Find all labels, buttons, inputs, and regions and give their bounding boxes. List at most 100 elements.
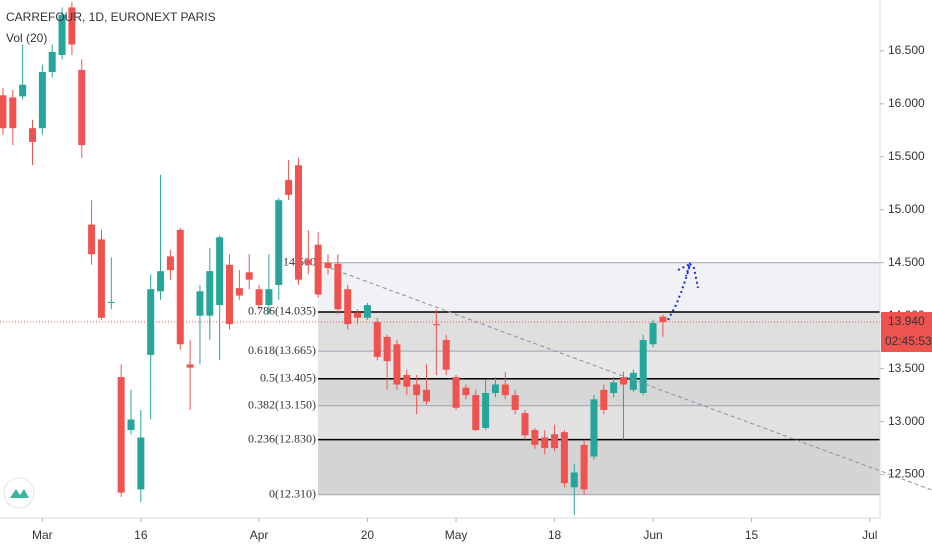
x-tick-label: May — [445, 528, 468, 542]
candle-body — [324, 262, 332, 269]
candle-body — [226, 264, 234, 325]
y-tick-label: 15.500 — [888, 149, 925, 163]
fib-band — [318, 378, 880, 406]
candle-body — [560, 432, 568, 484]
candle-body — [265, 289, 273, 306]
candle-body — [403, 374, 411, 387]
candle-body — [186, 364, 194, 368]
fib-label: 0.382(13.150) — [248, 397, 316, 411]
candle-body — [344, 289, 352, 325]
fib-band — [318, 439, 880, 495]
candle-body — [442, 340, 450, 370]
candle-body — [413, 384, 421, 396]
x-tick-label: Mar — [32, 528, 53, 542]
candle-body — [610, 382, 618, 394]
last-price-box — [881, 312, 932, 333]
projection-arrow — [667, 262, 699, 321]
candle-body — [649, 323, 657, 345]
arrow-head — [677, 262, 692, 277]
candle-body — [334, 263, 342, 310]
countdown-box — [881, 332, 932, 353]
chart-title: CARREFOUR, 1D, EURONEXT PARIS — [6, 10, 216, 24]
candle-body — [255, 289, 263, 306]
last-price-label: 13.940 — [888, 314, 925, 328]
x-tick-label: 15 — [745, 528, 759, 542]
candle-body — [275, 200, 283, 285]
candle-body — [9, 97, 17, 129]
candle-body — [166, 256, 174, 271]
y-tick-label: 14.500 — [888, 255, 925, 269]
candle-body — [176, 229, 184, 345]
candle-body — [216, 237, 224, 306]
candle-body — [501, 384, 509, 396]
y-tick-label: 13.000 — [888, 414, 925, 428]
candle-body — [294, 165, 302, 280]
candle-body — [659, 316, 667, 323]
candle-body — [78, 69, 86, 146]
x-tick-label: 20 — [361, 528, 375, 542]
fib-zone: 14.5000.786(14.035)0.618(13.665)0.5(13.4… — [248, 254, 880, 500]
candle-body — [511, 395, 519, 410]
fib-label: 0.236(12.830) — [248, 431, 316, 445]
candle-body — [363, 305, 371, 318]
candle-body — [629, 372, 637, 390]
candle-body — [137, 437, 145, 490]
countdown-label: 02:45:53 — [885, 334, 932, 348]
x-tick-label: Jun — [643, 528, 662, 542]
trend-line — [329, 267, 932, 491]
fib-label: 0.5(13.405) — [260, 370, 316, 384]
y-tick-label: 16.000 — [888, 96, 925, 110]
y-tick-label: 13.500 — [888, 361, 925, 375]
fib-label: 0.618(13.665) — [248, 343, 316, 357]
candle-body — [541, 437, 549, 449]
candle-body — [19, 84, 27, 97]
candle-body — [107, 301, 115, 303]
candle-body — [235, 288, 243, 296]
candle-body — [491, 384, 499, 394]
candle-body — [245, 272, 253, 280]
candle-body — [196, 291, 204, 316]
fib-band — [318, 351, 880, 379]
x-tick-label: 18 — [548, 528, 562, 542]
y-tick-label: 16.500 — [888, 43, 925, 57]
candle-body — [97, 239, 105, 318]
fib-band — [318, 405, 880, 440]
x-tick-label: Jul — [862, 528, 877, 542]
candle-body — [423, 389, 431, 402]
candle-body — [117, 377, 125, 493]
candle-body — [206, 271, 214, 316]
candle-body — [482, 393, 490, 428]
x-tick-label: 16 — [134, 528, 148, 542]
candle-body — [590, 399, 598, 457]
candle-body — [383, 336, 391, 362]
candle-body — [88, 224, 96, 255]
fib-label: 0.786(14.035) — [248, 304, 316, 318]
candle-body — [304, 259, 312, 265]
candle-body — [314, 244, 322, 295]
y-tick-label: 15.000 — [888, 202, 925, 216]
candle-body — [521, 413, 529, 436]
candle-body — [48, 51, 56, 73]
candle-body — [551, 434, 559, 449]
candle-body — [472, 395, 480, 431]
candle-body — [373, 322, 381, 357]
x-tick-label: Apr — [250, 528, 269, 542]
candle-body — [452, 377, 460, 408]
candle-body — [432, 324, 440, 326]
candle-body — [29, 128, 37, 142]
candle-body — [0, 95, 7, 129]
candle-body — [127, 419, 135, 431]
chart-subtitle: Vol (20) — [6, 31, 47, 45]
candle-body — [68, 7, 76, 45]
plot — [0, 2, 880, 515]
candle-body — [38, 72, 46, 129]
candle-body — [354, 312, 362, 318]
fib-band — [318, 262, 880, 312]
candle-body — [620, 377, 628, 385]
candle-body — [639, 340, 647, 394]
candle-body — [531, 430, 539, 445]
candle-body — [393, 344, 401, 385]
candle-body — [285, 180, 293, 195]
logo — [3, 477, 35, 509]
